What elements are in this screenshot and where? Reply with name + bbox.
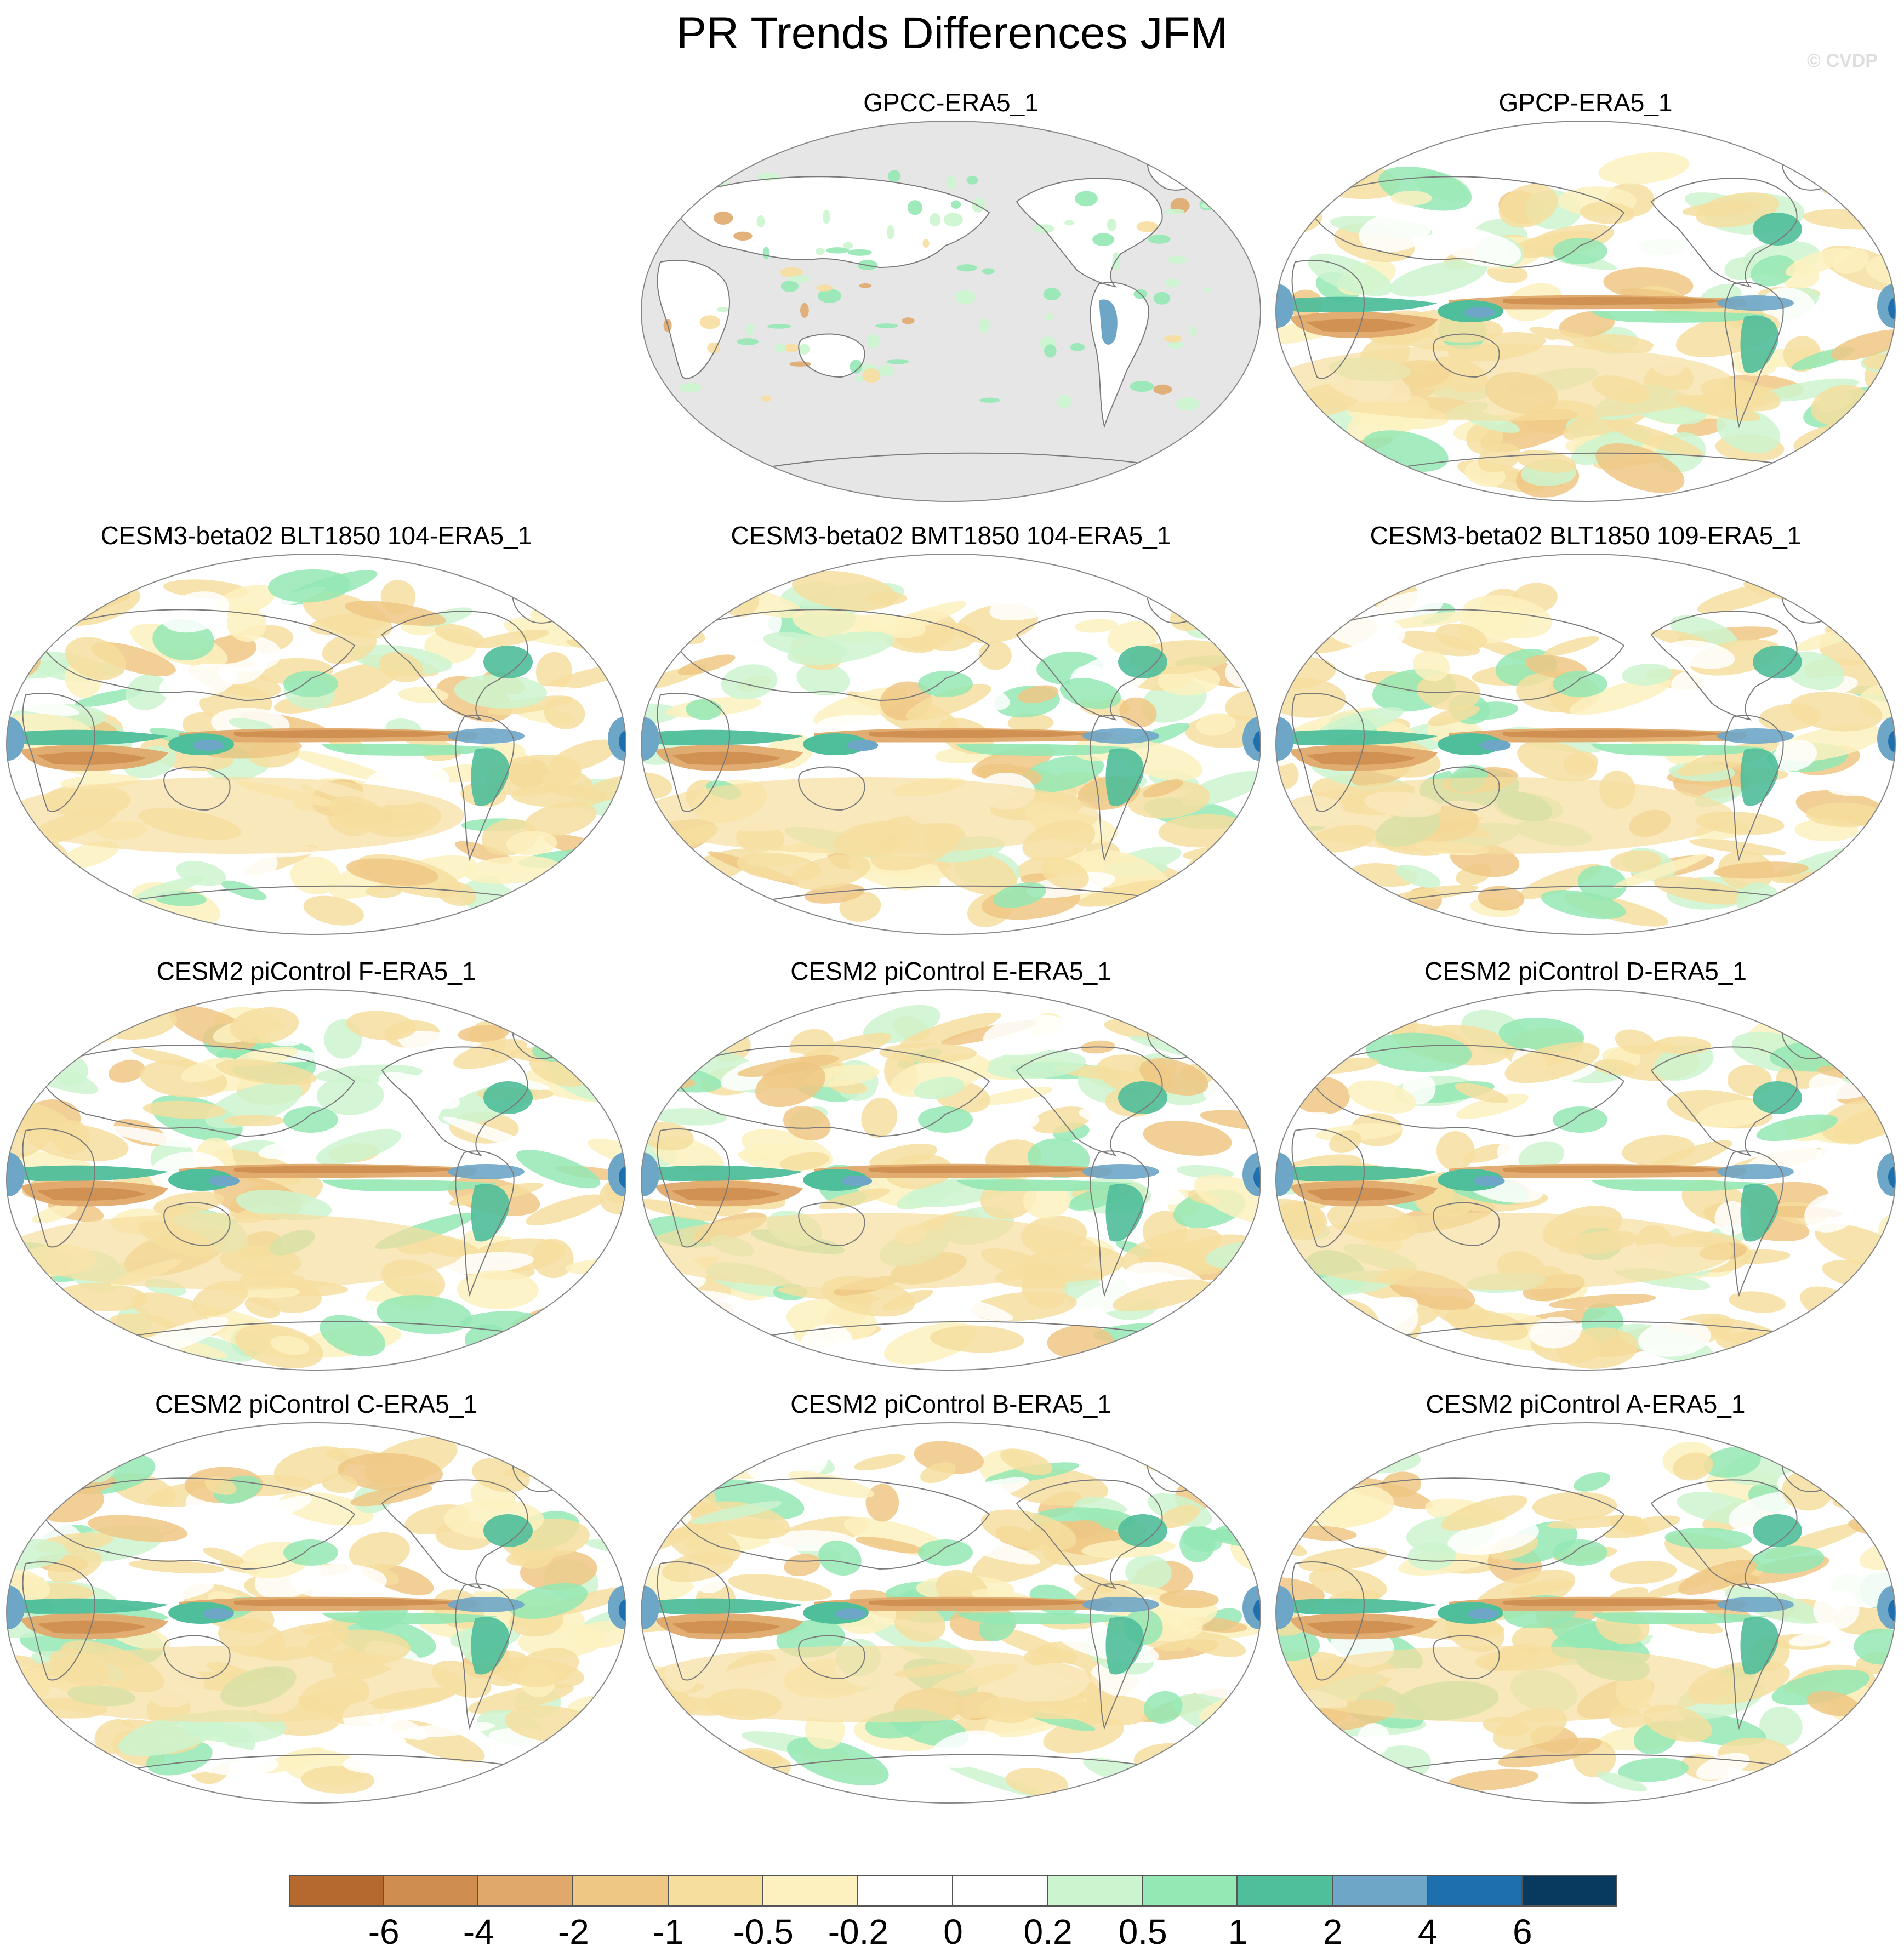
- colorbar-tick-label: 4: [1417, 1912, 1438, 1952]
- robinson-map: [1275, 1422, 1896, 1804]
- colorbar-swatch: [289, 1875, 384, 1907]
- robinson-map: [6, 554, 626, 935]
- colorbar-swatch: [1238, 1875, 1333, 1907]
- colorbar-tick-label: 0.5: [1118, 1912, 1167, 1952]
- map-panel: CESM2 piControl C-ERA5_1: [4, 1389, 640, 1828]
- map-panel: CESM2 piControl F-ERA5_1: [4, 956, 640, 1395]
- colorbar-swatch: [1048, 1875, 1143, 1907]
- robinson-map: [641, 554, 1261, 935]
- colorbar-tick-label: -0.5: [733, 1912, 794, 1952]
- colorbar-swatch: [858, 1875, 953, 1907]
- panel-title: CESM3-beta02 BLT1850 104-ERA5_1: [100, 521, 532, 550]
- panel-title: CESM2 piControl B-ERA5_1: [790, 1390, 1111, 1418]
- colorbar-tick-label: -4: [463, 1912, 494, 1952]
- cvdp-credit: © CVDP: [1807, 50, 1878, 71]
- colorbar-tick-label: -6: [368, 1912, 400, 1952]
- figure-title: PR Trends Differences JFM: [676, 8, 1228, 58]
- map-panel: CESM3-beta02 BLT1850 109-ERA5_1: [1273, 521, 1904, 959]
- panel-title: GPCP-ERA5_1: [1498, 88, 1673, 117]
- colorbar-swatch: [1522, 1875, 1617, 1907]
- panel-title: CESM2 piControl A-ERA5_1: [1426, 1390, 1746, 1418]
- map-panel: CESM3-beta02 BLT1850 104-ERA5_1: [4, 521, 640, 959]
- colorbar-swatch: [1332, 1875, 1428, 1907]
- panel-title: CESM2 piControl E-ERA5_1: [790, 957, 1111, 985]
- robinson-map: [641, 121, 1261, 502]
- panel-title: CESM2 piControl D-ERA5_1: [1424, 957, 1747, 985]
- map-panel: CESM2 piControl D-ERA5_1: [1273, 956, 1904, 1395]
- colorbar-swatch: [1143, 1875, 1238, 1907]
- colorbar-tick-label: 0: [943, 1912, 963, 1952]
- panel-title: CESM2 piControl C-ERA5_1: [155, 1390, 477, 1418]
- robinson-map: [641, 1422, 1261, 1804]
- colorbar-swatch: [953, 1875, 1048, 1907]
- colorbar-swatch: [1427, 1875, 1523, 1907]
- robinson-map: [1275, 554, 1896, 935]
- map-panel: CESM2 piControl A-ERA5_1: [1273, 1389, 1904, 1828]
- colorbar-tick-label: -1: [653, 1912, 685, 1952]
- panel-title: GPCC-ERA5_1: [863, 88, 1039, 117]
- robinson-map: [1275, 121, 1896, 502]
- colorbar-swatch: [763, 1875, 858, 1907]
- colorbar-swatch: [573, 1875, 669, 1907]
- map-panel: CESM2 piControl B-ERA5_1: [639, 1389, 1274, 1828]
- colorbar-swatch: [384, 1875, 479, 1907]
- colorbar: [289, 1875, 1617, 1907]
- colorbar-tick-label: -0.2: [828, 1912, 888, 1952]
- panel-title: CESM3-beta02 BLT1850 109-ERA5_1: [1370, 521, 1802, 550]
- robinson-map: [1275, 989, 1896, 1371]
- map-panel: GPCP-ERA5_1: [1273, 88, 1904, 526]
- colorbar-tick-label: 2: [1322, 1912, 1343, 1952]
- map-panel: CESM2 piControl E-ERA5_1: [639, 956, 1274, 1395]
- colorbar-tick-label: -2: [557, 1912, 589, 1952]
- panel-title: CESM3-beta02 BMT1850 104-ERA5_1: [731, 521, 1171, 550]
- colorbar-tick-label: 1: [1228, 1912, 1248, 1952]
- colorbar-swatch: [478, 1875, 574, 1907]
- robinson-map: [6, 989, 626, 1371]
- map-panel: GPCC-ERA5_1: [639, 88, 1274, 526]
- panel-title: CESM2 piControl F-ERA5_1: [156, 957, 476, 985]
- colorbar-tick-label: 0.2: [1023, 1912, 1073, 1952]
- robinson-map: [641, 989, 1261, 1371]
- colorbar-tick-label: 6: [1513, 1912, 1532, 1952]
- map-panel: CESM3-beta02 BMT1850 104-ERA5_1: [639, 521, 1274, 959]
- colorbar-swatch: [668, 1875, 763, 1907]
- robinson-map: [6, 1422, 626, 1804]
